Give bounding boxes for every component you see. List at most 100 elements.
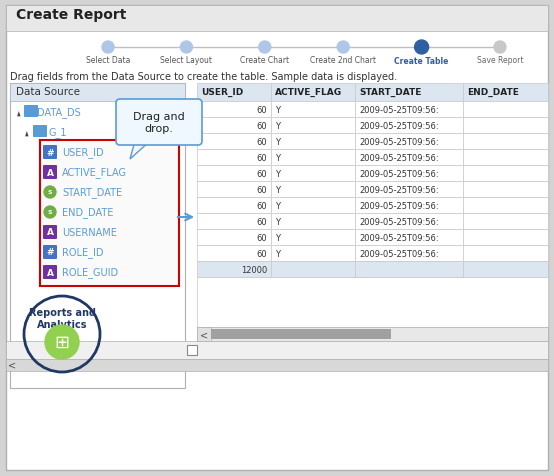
FancyBboxPatch shape xyxy=(355,214,463,229)
FancyBboxPatch shape xyxy=(6,6,548,32)
Text: Y: Y xyxy=(275,138,280,147)
Text: Create Report: Create Report xyxy=(16,8,126,22)
Text: Y: Y xyxy=(275,186,280,195)
Text: Drag and
drop.: Drag and drop. xyxy=(133,112,185,134)
Text: #: # xyxy=(46,148,54,157)
Text: 2009-05-25T09:56:: 2009-05-25T09:56: xyxy=(359,154,439,163)
FancyBboxPatch shape xyxy=(355,198,463,214)
Text: <: < xyxy=(200,329,208,339)
Text: USER_ID: USER_ID xyxy=(201,88,243,97)
Text: USER_ID: USER_ID xyxy=(62,147,104,158)
Text: 60: 60 xyxy=(257,138,267,147)
FancyBboxPatch shape xyxy=(463,118,548,134)
Text: ⊞: ⊞ xyxy=(54,333,70,351)
FancyBboxPatch shape xyxy=(6,6,548,470)
Text: END_DATE: END_DATE xyxy=(62,207,114,218)
Text: DATA_DS: DATA_DS xyxy=(37,107,81,118)
Text: 60: 60 xyxy=(257,218,267,227)
FancyBboxPatch shape xyxy=(463,84,548,102)
FancyBboxPatch shape xyxy=(463,246,548,261)
Text: 60: 60 xyxy=(257,169,267,178)
Circle shape xyxy=(102,42,114,54)
Text: 60: 60 xyxy=(257,106,267,115)
FancyBboxPatch shape xyxy=(271,166,355,182)
Text: Y: Y xyxy=(275,234,280,242)
Text: Data Source: Data Source xyxy=(16,87,80,97)
Text: 2009-05-25T09:56:: 2009-05-25T09:56: xyxy=(359,138,439,147)
FancyBboxPatch shape xyxy=(197,327,548,341)
Text: 2009-05-25T09:56:: 2009-05-25T09:56: xyxy=(359,218,439,227)
Text: END_DATE: END_DATE xyxy=(467,88,519,97)
FancyBboxPatch shape xyxy=(355,134,463,149)
FancyBboxPatch shape xyxy=(355,246,463,261)
Text: Select Data: Select Data xyxy=(86,56,130,65)
FancyBboxPatch shape xyxy=(355,84,463,102)
FancyBboxPatch shape xyxy=(271,84,355,102)
FancyBboxPatch shape xyxy=(355,149,463,166)
Text: 60: 60 xyxy=(257,249,267,258)
Text: Create 2nd Chart: Create 2nd Chart xyxy=(310,56,376,65)
FancyBboxPatch shape xyxy=(271,134,355,149)
Text: Y: Y xyxy=(275,154,280,163)
Text: Y: Y xyxy=(275,122,280,131)
Text: ACTIVE_FLAG: ACTIVE_FLAG xyxy=(275,88,342,97)
FancyBboxPatch shape xyxy=(197,261,271,278)
Text: Y: Y xyxy=(275,218,280,227)
Circle shape xyxy=(337,42,349,54)
FancyBboxPatch shape xyxy=(43,226,57,239)
FancyBboxPatch shape xyxy=(355,102,463,118)
Text: Drag fields from the Data Source to create the table. Sample data is displayed.: Drag fields from the Data Source to crea… xyxy=(10,72,397,82)
FancyBboxPatch shape xyxy=(271,214,355,229)
FancyBboxPatch shape xyxy=(197,327,211,341)
Text: Y: Y xyxy=(275,249,280,258)
FancyBboxPatch shape xyxy=(10,84,185,102)
Text: 60: 60 xyxy=(257,234,267,242)
FancyBboxPatch shape xyxy=(197,214,271,229)
FancyBboxPatch shape xyxy=(463,261,548,278)
Text: 2009-05-25T09:56:: 2009-05-25T09:56: xyxy=(359,249,439,258)
FancyBboxPatch shape xyxy=(463,198,548,214)
Text: 12000: 12000 xyxy=(241,266,267,275)
FancyBboxPatch shape xyxy=(355,118,463,134)
FancyBboxPatch shape xyxy=(463,214,548,229)
Text: <: < xyxy=(8,360,16,370)
Text: G_1: G_1 xyxy=(48,127,66,138)
Text: S: S xyxy=(48,210,52,215)
Text: ◄: ◄ xyxy=(23,130,29,135)
Text: 2009-05-25T09:56:: 2009-05-25T09:56: xyxy=(359,169,439,178)
FancyBboxPatch shape xyxy=(271,261,355,278)
Circle shape xyxy=(44,207,56,218)
Text: Reports and
Analytics: Reports and Analytics xyxy=(28,307,95,329)
Circle shape xyxy=(44,187,56,198)
FancyBboxPatch shape xyxy=(355,182,463,198)
FancyBboxPatch shape xyxy=(197,134,271,149)
FancyBboxPatch shape xyxy=(271,149,355,166)
FancyBboxPatch shape xyxy=(355,229,463,246)
Text: #: # xyxy=(46,248,54,257)
Text: Y: Y xyxy=(275,106,280,115)
Text: START_DATE: START_DATE xyxy=(359,88,422,97)
FancyBboxPatch shape xyxy=(271,246,355,261)
FancyBboxPatch shape xyxy=(463,149,548,166)
Text: 2009-05-25T09:56:: 2009-05-25T09:56: xyxy=(359,201,439,210)
Circle shape xyxy=(414,41,429,55)
FancyBboxPatch shape xyxy=(355,166,463,182)
Text: ◄: ◄ xyxy=(15,110,21,116)
FancyBboxPatch shape xyxy=(116,100,202,146)
Text: A: A xyxy=(47,168,54,177)
FancyBboxPatch shape xyxy=(271,182,355,198)
FancyBboxPatch shape xyxy=(271,102,355,118)
FancyBboxPatch shape xyxy=(463,229,548,246)
Text: 60: 60 xyxy=(257,186,267,195)
FancyBboxPatch shape xyxy=(197,198,271,214)
Text: 60: 60 xyxy=(257,122,267,131)
FancyBboxPatch shape xyxy=(10,84,185,388)
Circle shape xyxy=(259,42,271,54)
FancyBboxPatch shape xyxy=(463,182,548,198)
FancyBboxPatch shape xyxy=(197,278,548,327)
FancyBboxPatch shape xyxy=(43,166,57,179)
FancyBboxPatch shape xyxy=(197,84,271,102)
FancyBboxPatch shape xyxy=(271,118,355,134)
FancyBboxPatch shape xyxy=(197,102,271,118)
FancyBboxPatch shape xyxy=(197,182,271,198)
